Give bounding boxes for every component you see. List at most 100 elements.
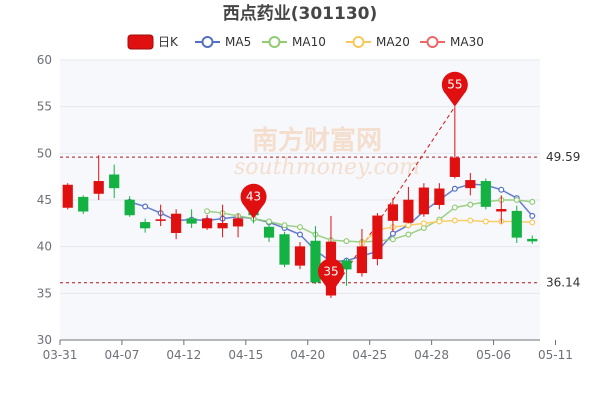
ma10-point: [405, 231, 412, 238]
candle: [356, 228, 368, 277]
ma10-point: [343, 238, 350, 245]
mark-point-pin: [240, 183, 267, 219]
candle-body: [480, 181, 491, 207]
mark-point-pin: [441, 71, 468, 107]
candle-body: [356, 246, 368, 274]
candle-body: [511, 210, 522, 238]
ma20-point: [467, 217, 474, 224]
ma10-point: [281, 222, 288, 229]
candle-body: [418, 187, 429, 215]
candle-body: [109, 174, 120, 189]
candle: [186, 209, 197, 228]
legend-label: MA5: [225, 35, 251, 49]
candle-body: [496, 209, 507, 212]
x-tick-label: 04-20: [290, 348, 325, 362]
ma10-point: [266, 218, 273, 225]
watermark-en: southmoney.com: [234, 155, 420, 180]
ma20-point: [482, 218, 489, 225]
candle: [62, 183, 73, 210]
candle: [496, 195, 507, 224]
candle-body: [449, 157, 460, 177]
ma5-point: [297, 231, 304, 238]
legend-item: MA20: [346, 35, 410, 49]
y-tick-label: 60: [37, 53, 52, 67]
candle: [480, 178, 491, 210]
ma10-line: [207, 199, 533, 243]
x-axis: 03-31 04-07 04-12 04-15 04-20 04-25 04-28 05-06…: [43, 339, 600, 362]
x-tick-label: 03-31: [43, 348, 78, 362]
candle-body: [140, 222, 151, 229]
ma20-point: [420, 220, 427, 227]
mark-point-label: 35: [323, 264, 338, 278]
candle: [387, 198, 399, 232]
legend-label: MA20: [376, 35, 410, 49]
x-tick-label: 04-12: [166, 348, 201, 362]
legend-label: MA10: [292, 35, 326, 49]
ma10-point: [389, 236, 396, 243]
candle: [263, 224, 275, 242]
mark-point: 55: [441, 71, 468, 107]
candle: [434, 183, 445, 210]
candle-body: [232, 218, 244, 227]
candle-body: [387, 204, 399, 221]
ma10-point: [297, 224, 304, 231]
candle-body: [310, 240, 321, 283]
legend-label: 日K: [158, 35, 179, 49]
candle-body: [201, 218, 213, 229]
legend-item: MA5: [195, 35, 251, 49]
candle-body: [124, 199, 135, 216]
ma20-point: [451, 217, 458, 224]
candle: [140, 218, 151, 233]
x-tick-label: 05-06: [476, 348, 511, 362]
legend-marker-icon: [426, 36, 439, 48]
ma5-point: [451, 185, 458, 192]
candle: [171, 209, 182, 240]
x-tick-label: 04-25: [352, 348, 387, 362]
candle: [294, 242, 306, 270]
candle-body: [186, 218, 197, 224]
mark-line-label: 49.59: [546, 150, 580, 164]
ma10-point: [204, 208, 211, 215]
candle-body: [171, 213, 182, 233]
candle: [201, 214, 213, 230]
mark-point: 43: [240, 183, 267, 219]
ma10-point: [451, 204, 458, 211]
candle: [527, 235, 538, 244]
candle: [155, 204, 166, 227]
candle-body: [434, 188, 445, 205]
mark-lines: 49.59 36.14: [60, 150, 580, 290]
y-axis: 30 35 40 45 50 55 60: [37, 53, 52, 347]
candle-body: [217, 223, 228, 229]
legend-candle-icon: [127, 34, 154, 50]
watermark-cn: 南方财富网: [252, 125, 382, 156]
legend-marker-icon: [352, 36, 365, 48]
legend-item: MA10: [262, 35, 326, 49]
legend-marker-icon: [201, 36, 214, 48]
ma5-point: [498, 186, 505, 193]
mark-point-pin: [317, 258, 344, 294]
candle: [310, 226, 321, 284]
ma10-point: [529, 198, 536, 205]
candle-body: [155, 219, 166, 221]
chart-grid: [60, 59, 540, 340]
ma20-point: [405, 222, 412, 229]
x-tick-label: 04-15: [228, 348, 263, 362]
candle-body: [93, 181, 104, 194]
y-tick-label: 40: [37, 240, 52, 254]
candle: [93, 155, 104, 200]
legend-marker-icon: [268, 36, 281, 48]
candle-body: [78, 196, 89, 212]
candle: [217, 204, 228, 238]
legend-item: 日K: [127, 34, 179, 50]
candle: [78, 195, 89, 214]
candle-body: [62, 184, 73, 208]
candle: [418, 183, 429, 217]
ma10-point: [513, 197, 520, 204]
ma5-point: [529, 212, 536, 219]
candle: [511, 205, 522, 243]
y-tick-label: 35: [37, 286, 52, 300]
ma10-point: [467, 201, 474, 208]
y-tick-label: 55: [37, 100, 52, 114]
